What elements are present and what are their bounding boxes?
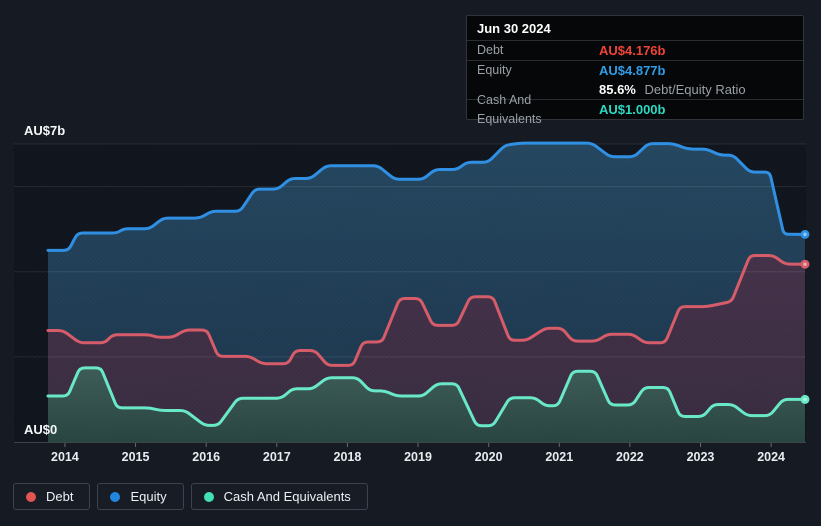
cash-and-equivalents-line [46,366,807,428]
x-tick-label: 2014 [51,450,79,464]
tooltip-equity-value: AU$4.877b [599,63,666,78]
tooltip-row-debt: Debt AU$4.176b [467,41,803,61]
legend-item-cash[interactable]: Cash And Equivalents [190,483,368,510]
tooltip-row-cash: Cash And Equivalents AU$1.000b [467,93,803,126]
legend-label-cash: Cash And Equivalents [223,489,351,504]
tooltip-date: Jun 30 2024 [467,16,803,41]
tooltip-debt-value: AU$4.176b [599,43,666,58]
tooltip-cash-label: Cash And Equivalents [477,92,542,126]
x-tick-label: 2018 [334,450,362,464]
x-tick-label: 2016 [192,450,220,464]
legend-item-debt[interactable]: Debt [13,483,91,510]
equity-line [46,141,807,252]
end-dot-highlight [803,262,807,266]
end-dot-highlight [803,397,807,402]
tooltip-row-ratio: 85.6% Debt/Equity Ratio [467,80,803,100]
cash-series-dot-icon [203,491,214,502]
x-tick-label: 2019 [404,450,432,464]
tooltip-row-equity: Equity AU$4.877b [467,61,803,80]
legend-item-equity[interactable]: Equity [97,483,184,510]
chart-canvas[interactable]: 2014 2015 2016 2017 2018 2019 2020 2021 2022 2023… [0,0,821,480]
tooltip-cash-value: AU$1.000b [599,102,666,117]
x-tick-label: 2017 [263,450,291,464]
legend-label-equity: Equity [130,489,167,504]
x-tick-label: 2021 [545,450,573,464]
tooltip-debt-label: Debt [477,43,504,57]
debt-line [46,254,807,367]
x-tick-label: 2022 [616,450,644,464]
x-tick-label: 2015 [122,450,150,464]
tooltip-ratio-label: Debt/Equity Ratio [644,82,746,97]
x-tick-label: 2020 [475,450,503,464]
debt-series-dot-icon [26,491,36,502]
y-axis-label: AU$7b [24,123,65,138]
tooltip-ratio-value: 85.6% [599,82,636,97]
debt-area [48,255,805,442]
equity-series-dot-icon [110,491,121,502]
tooltip-equity-label: Equity [477,63,512,77]
cash-and-equivalents-area [48,367,805,442]
end-dot-highlight [803,232,807,237]
chart-legend: Debt Equity Cash And Equivalents [13,483,368,510]
y-axis-label: AU$0 [24,422,57,437]
legend-label-debt: Debt [46,489,74,504]
x-tick-label: 2024 [757,450,785,464]
chart-tooltip: Jun 30 2024 Debt AU$4.176b Equity AU$4.8… [466,15,804,126]
x-tick-label: 2023 [687,450,715,464]
